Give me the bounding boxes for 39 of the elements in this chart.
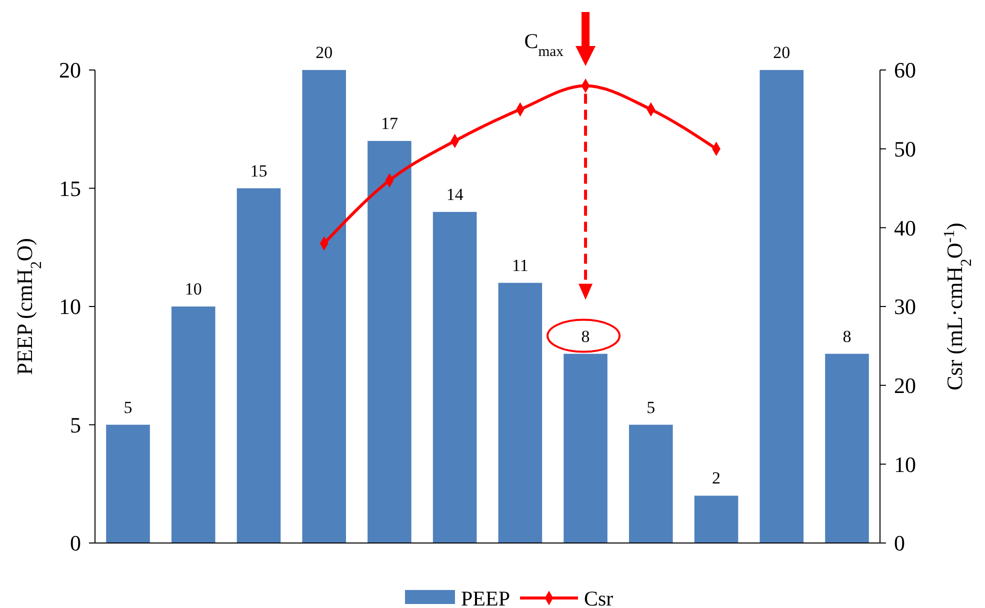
data-label: 8: [842, 326, 852, 346]
data-label: 20: [316, 43, 333, 62]
y2-tick-label: 50: [894, 136, 916, 162]
y2-tick-label: 10: [894, 452, 916, 477]
bar: [432, 212, 477, 543]
data-label: 11: [512, 256, 528, 275]
y-tick-label: 10: [59, 294, 81, 320]
y2-tick-label: 20: [894, 373, 916, 398]
bar: [106, 424, 150, 543]
data-label: 2: [712, 468, 721, 488]
bar: [825, 354, 869, 543]
data-label: 20: [773, 43, 790, 62]
y-tick-label: 5: [70, 412, 81, 438]
data-label: 17: [380, 114, 398, 133]
y2-tick-label: 30: [894, 294, 916, 320]
y-tick-label: 20: [59, 58, 81, 83]
bar: [629, 424, 673, 543]
bar: [302, 70, 346, 543]
bar: [694, 496, 738, 543]
data-label: 5: [124, 398, 132, 417]
bar: [171, 306, 216, 543]
legend-label: PEEP: [461, 586, 510, 608]
bar: [368, 140, 412, 543]
y2-tick-label: 40: [894, 215, 916, 240]
bar: [236, 188, 281, 543]
legend-label: Csr: [584, 586, 614, 608]
data-label: 14: [446, 184, 464, 204]
data-label: 15: [250, 161, 268, 180]
data-label: 8: [581, 326, 590, 346]
bar: [760, 70, 804, 543]
bar: [498, 282, 542, 543]
y2-tick-label: 0: [894, 530, 905, 556]
y-tick-label: 15: [59, 176, 81, 201]
data-label: 5: [646, 398, 656, 417]
y-tick-label: 0: [70, 530, 81, 556]
data-label: 10: [184, 280, 202, 298]
y2-tick-label: 60: [894, 58, 916, 83]
text: C$_{max}$: [524, 29, 564, 60]
bar: [564, 354, 608, 543]
